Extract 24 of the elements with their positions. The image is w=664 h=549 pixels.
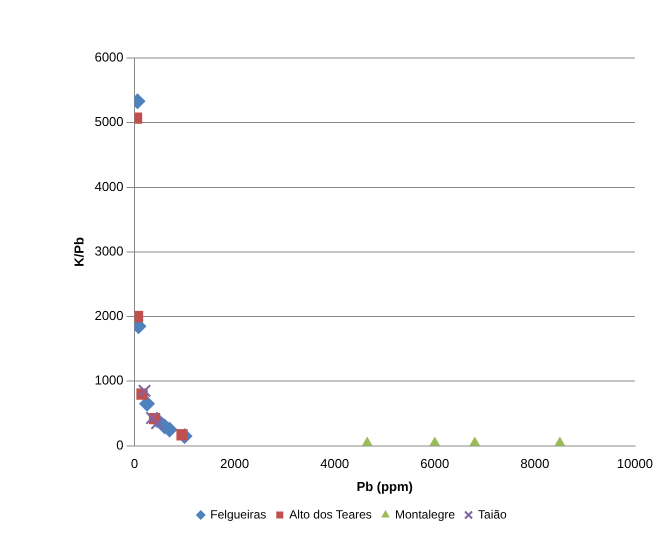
point (139, 396, 156, 412)
x-tick-label: 4000 (320, 456, 350, 472)
point (176, 429, 188, 440)
y-tick-label: 6000 (94, 50, 124, 65)
y-tick-label: 0 (116, 437, 124, 452)
x-tick-label: 8000 (520, 456, 550, 472)
x-tick-label: 10000 (616, 456, 654, 472)
x-tick-label: 0 (130, 456, 138, 472)
y-axis-title: K/Pb (71, 237, 86, 267)
legend-label: Alto dos Teares (289, 507, 372, 522)
point (138, 384, 152, 398)
legend-label: Taião (478, 507, 508, 522)
y-tick-label: 2000 (94, 308, 124, 324)
point (150, 416, 164, 430)
y-tick-label: 1000 (94, 372, 124, 388)
y-tick-label: 4000 (94, 178, 124, 194)
legend-label: Montalegre (395, 507, 456, 522)
legend-label: Felgueiras (210, 507, 266, 522)
y-tick-label: 3000 (94, 243, 124, 258)
x-tick-label: 2000 (220, 456, 250, 472)
point (145, 411, 159, 425)
x-tick-label: 6000 (420, 456, 450, 472)
x-axis-title: Pb (ppm) (356, 478, 413, 494)
y-tick-label: 5000 (94, 114, 124, 130)
